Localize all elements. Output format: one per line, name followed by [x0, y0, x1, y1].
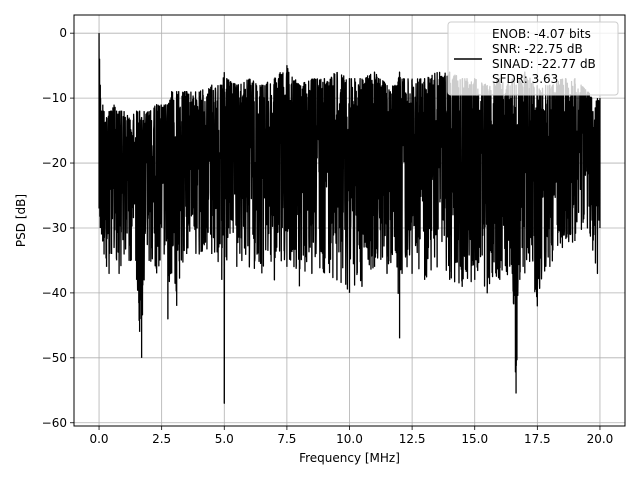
- y-tick-label: −60: [42, 416, 67, 430]
- y-tick-label: −40: [42, 286, 67, 300]
- y-axis-ticks: 0 −10 −20 −30 −40 −50 −60: [42, 26, 74, 430]
- series-psd: [98, 33, 601, 404]
- x-axis-label: Frequency [MHz]: [299, 451, 400, 465]
- legend-line: SNR: -22.75 dB: [492, 42, 583, 56]
- x-tick-label: 12.5: [399, 432, 426, 446]
- y-tick-label: 0: [59, 26, 67, 40]
- y-tick-label: −20: [42, 156, 67, 170]
- y-tick-label: −10: [42, 91, 67, 105]
- legend-line: SFDR: 3.63: [492, 72, 558, 86]
- x-tick-label: 5.0: [215, 432, 234, 446]
- x-tick-label: 20.0: [587, 432, 614, 446]
- psd-line: [98, 33, 601, 404]
- x-tick-label: 10.0: [336, 432, 363, 446]
- x-tick-label: 17.5: [524, 432, 551, 446]
- x-axis-ticks: 0.0 2.5 5.0 7.5 10.0 12.5 15.0 17.5 20.0: [89, 426, 613, 446]
- x-tick-label: 15.0: [461, 432, 488, 446]
- legend-line: ENOB: -4.07 bits: [492, 27, 591, 41]
- x-tick-label: 2.5: [152, 432, 171, 446]
- legend-line: SINAD: -22.77 dB: [492, 57, 596, 71]
- x-tick-label: 0.0: [89, 432, 108, 446]
- y-tick-label: −50: [42, 351, 67, 365]
- legend-label: ENOB: -4.07 bits SNR: -22.75 dB SINAD: -22…: [492, 27, 596, 86]
- x-tick-label: 7.5: [277, 432, 296, 446]
- legend: ENOB: -4.07 bits SNR: -22.75 dB SINAD: -22…: [447, 21, 619, 96]
- y-tick-label: −30: [42, 221, 67, 235]
- y-axis-label: PSD [dB]: [14, 194, 28, 247]
- legend-box: [447, 21, 619, 96]
